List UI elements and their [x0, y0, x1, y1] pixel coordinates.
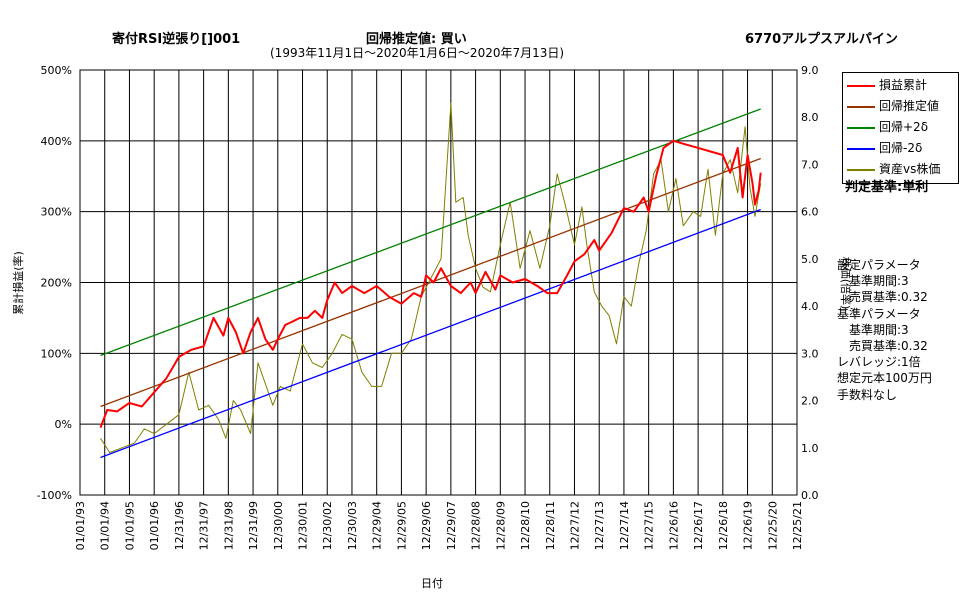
y-tick-label: -100%	[37, 489, 72, 502]
y2-tick-label: 5.0	[801, 253, 819, 266]
x-tick-label: 12/27/12	[568, 501, 581, 550]
y2-tick-label: 9.0	[801, 64, 819, 77]
legend-swatch-regression	[847, 105, 875, 108]
chart-title-strategy: 寄付RSI逆張り[]001	[112, 32, 241, 47]
series-line	[100, 102, 762, 453]
legend-box: 損益累計 回帰推定値 回帰+2δ 回帰-2δ 資産vs株価	[842, 72, 959, 184]
legend-label-regression: 回帰推定値	[879, 99, 940, 113]
x-tick-label: 12/26/17	[692, 501, 705, 550]
x-tick-label: 12/30/02	[321, 501, 334, 550]
series-line	[100, 208, 761, 459]
y2-axis-title: 株価(倍率)	[839, 257, 853, 310]
y-tick-label: 0%	[55, 418, 72, 431]
y-tick-label: 500%	[41, 64, 72, 77]
legend-item-regression: 回帰推定値	[847, 96, 939, 116]
y-tick-label: 400%	[41, 135, 72, 148]
series-line	[100, 108, 761, 357]
chart-subtitle-period: (1993年11月1日～2020年1月6日～2020年7月13日)	[270, 46, 565, 60]
legend-item-price: 資産vs株価	[847, 159, 940, 179]
param-line: 設定パラメータ	[837, 258, 921, 272]
x-tick-label: 12/28/10	[519, 501, 532, 550]
legend-swatch-lower	[847, 147, 875, 150]
x-tick-label: 12/27/13	[593, 501, 606, 550]
parameter-panel: 設定パラメータ 基準期間:3 売買基準:0.32 基準パラメータ 基準期間:3 …	[837, 257, 932, 403]
y2-tick-label: 7.0	[801, 158, 819, 171]
param-line: 想定元本100万円	[837, 371, 932, 386]
x-tick-label: 12/28/09	[494, 501, 507, 550]
legend-label-price: 資産vs株価	[879, 162, 941, 176]
x-tick-label: 12/26/19	[742, 501, 755, 550]
legend-swatch-pnl	[847, 84, 875, 87]
legend-label-pnl: 損益累計	[879, 78, 928, 92]
chart-title-stock: 6770アルプスアルパイン	[745, 32, 898, 47]
x-tick-label: 12/29/05	[395, 501, 408, 550]
x-tick-label: 12/30/00	[272, 501, 285, 550]
x-tick-label: 12/29/06	[420, 501, 433, 550]
legend-swatch-price	[847, 168, 875, 171]
x-tick-label: 01/01/94	[99, 501, 112, 550]
legend-item-lower: 回帰-2δ	[847, 138, 922, 158]
y2-tick-label: 8.0	[801, 111, 819, 124]
x-tick-label: 12/29/04	[371, 501, 384, 550]
y2-tick-label: 6.0	[801, 206, 819, 219]
legend-swatch-upper	[847, 126, 875, 129]
param-line: 基準期間:3	[837, 322, 909, 337]
legend-label-lower: 回帰-2δ	[879, 141, 923, 155]
x-tick-label: 12/25/21	[791, 501, 804, 550]
x-tick-label: 01/01/95	[123, 501, 136, 550]
legend-item-pnl: 損益累計	[847, 75, 927, 95]
x-tick-label: 12/25/20	[766, 501, 779, 550]
chart-title-estimate: 回帰推定値: 買い	[366, 32, 467, 47]
x-tick-label: 12/29/07	[445, 501, 458, 550]
param-line: 売買基準:0.32	[837, 339, 928, 354]
param-line: 基準パラメータ	[837, 306, 921, 321]
x-tick-label: 12/31/96	[173, 501, 186, 550]
y-tick-label: 200%	[41, 277, 72, 290]
x-tick-label: 12/30/01	[297, 501, 310, 550]
y2-tick-label: 4.0	[801, 300, 819, 313]
x-tick-label: 12/28/11	[544, 501, 557, 550]
y-tick-label: 300%	[41, 206, 72, 219]
criterion-label: 判定基準:単利	[845, 180, 929, 195]
param-line: 手数料なし	[837, 387, 898, 402]
x-tick-label: 01/01/96	[148, 501, 161, 550]
legend-label-upper: 回帰+2δ	[879, 120, 929, 134]
y2-tick-label: 3.0	[801, 347, 819, 360]
y-tick-label: 100%	[41, 347, 72, 360]
x-tick-label: 12/27/14	[618, 501, 631, 550]
x-tick-label: 12/27/15	[643, 501, 656, 550]
x-tick-label: 12/30/03	[346, 501, 359, 550]
y2-tick-label: 1.0	[801, 442, 819, 455]
x-tick-label: 12/31/97	[198, 501, 211, 550]
y2-tick-label: 2.0	[801, 395, 819, 408]
x-tick-label: 12/28/08	[470, 501, 483, 550]
series-line	[99, 139, 762, 429]
legend-item-upper: 回帰+2δ	[847, 117, 928, 137]
x-tick-label: 01/01/93	[74, 501, 87, 550]
x-tick-label: 12/26/18	[717, 501, 730, 550]
x-tick-label: 12/31/99	[247, 501, 260, 550]
x-axis-title: 日付	[421, 577, 443, 590]
x-tick-label: 12/31/98	[222, 501, 235, 550]
x-tick-label: 12/26/16	[667, 501, 680, 550]
y-axis-title: 累計損益(率)	[11, 251, 25, 315]
param-line: レバレッジ:1倍	[837, 355, 921, 370]
y2-tick-label: 0.0	[801, 489, 819, 502]
param-line: 売買基準:0.32	[837, 290, 928, 305]
param-line: 基準期間:3	[837, 274, 909, 289]
